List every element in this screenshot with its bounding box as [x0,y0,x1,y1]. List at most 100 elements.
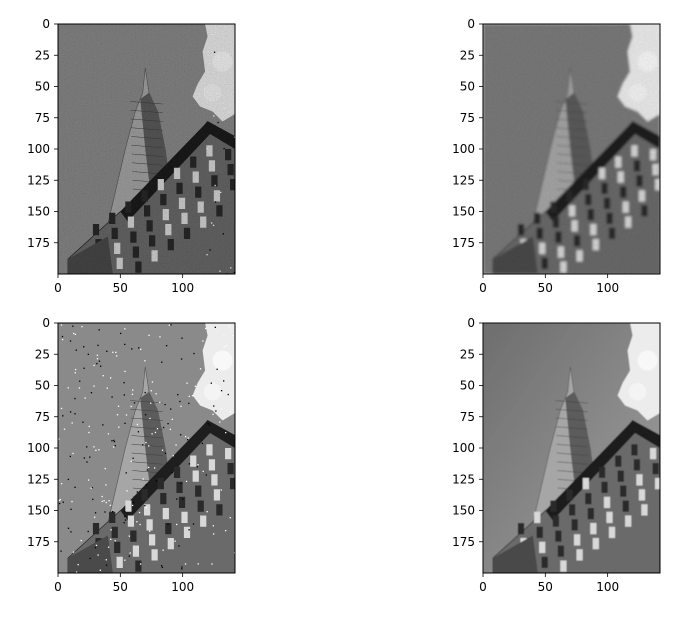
noise-speck [188,395,190,398]
noise-speck [62,501,64,503]
noise-speck [98,360,101,362]
building-window [631,444,638,456]
building-window [227,164,234,176]
noise-speck [210,382,212,384]
noise-speck [97,554,99,556]
noise-speck [212,413,214,416]
building-window [162,508,169,520]
building-window [617,171,624,183]
noise-speck [88,431,90,434]
noise-speck [113,440,116,443]
y-tick-label: 0 [42,316,50,330]
noise-speck [167,422,169,425]
building-window [141,190,148,202]
noise-speck [167,523,169,525]
tower-window-row [131,153,163,157]
noise-speck [98,329,100,331]
noise-speck [123,394,126,396]
y-tick-label: 175 [27,535,50,549]
noise-speck [165,344,168,347]
noise-speck [133,501,135,504]
building-window [151,250,158,262]
building-window [633,459,641,471]
noise-speck [233,271,235,274]
noise-speck [81,326,83,328]
noise-speck [214,184,216,187]
noise-speck [232,335,234,337]
tower-window-row [556,136,588,140]
noise-speck [74,413,76,415]
noise-speck [144,391,146,394]
x-tick-label: 0 [54,580,62,594]
y-tick-label: 25 [460,347,475,361]
noise-speck [113,439,115,442]
noise-speck [184,563,187,565]
tower-window-row [556,127,588,131]
y-tick-label: 100 [27,142,50,156]
building-window [216,205,223,217]
tower-window-row [131,127,163,131]
building-window [560,261,567,273]
noise-speck [60,324,63,326]
building-window [571,519,578,531]
building-window [550,201,557,213]
building-window [652,463,659,475]
building-window [573,235,581,247]
noise-speck [136,521,138,523]
building-window [135,261,142,273]
noise-speck [93,364,95,367]
noise-speck [228,325,231,327]
y-tick-label: 75 [460,410,475,424]
building-window [573,534,581,546]
noise-speck [133,402,136,404]
noise-speck [107,546,110,548]
noise-speck [82,421,84,423]
noise-speck [201,442,204,445]
noise-speck [105,559,107,561]
y-tick-label: 100 [452,441,475,455]
building-window [576,549,583,561]
noise-speck [72,551,75,553]
noise-speck [220,489,222,491]
building-window [517,224,525,236]
noise-speck [191,395,194,397]
noise-speck [202,340,204,342]
building-window [636,175,643,187]
tower-window-row [130,118,163,122]
noise-speck [145,441,147,444]
tower-window-row [556,452,588,456]
noise-speck [79,380,81,382]
noise-speck [102,375,104,377]
building-window [569,205,576,217]
noise-speck [212,224,215,227]
noise-speck [98,449,100,451]
noise-speck [77,563,79,566]
building-window [227,463,234,475]
noise-speck [118,426,120,428]
noise-speck [101,495,103,498]
noise-speck [94,512,97,514]
noise-speck [188,402,190,405]
noise-speck [179,400,181,403]
noise-speck [72,325,74,327]
noise-speck [108,500,110,502]
noise-speck [69,340,72,342]
building-window [190,455,197,467]
noise-speck [171,472,173,474]
noise-speck [228,111,230,113]
cloud-puff [637,350,658,371]
noise-speck [145,506,147,509]
noise-speck [136,423,139,426]
y-tick-label: 100 [27,441,50,455]
noise-speck [216,368,218,370]
noise-speck [112,446,115,448]
building-window [585,194,592,206]
x-tick-label: 50 [538,580,553,594]
noise-speck [144,360,146,362]
noise-speck [106,350,108,352]
building-window [195,186,202,198]
noise-speck [199,368,202,370]
noise-speck [172,455,174,457]
tower-window-row [557,461,588,465]
noise-speck [140,348,142,350]
